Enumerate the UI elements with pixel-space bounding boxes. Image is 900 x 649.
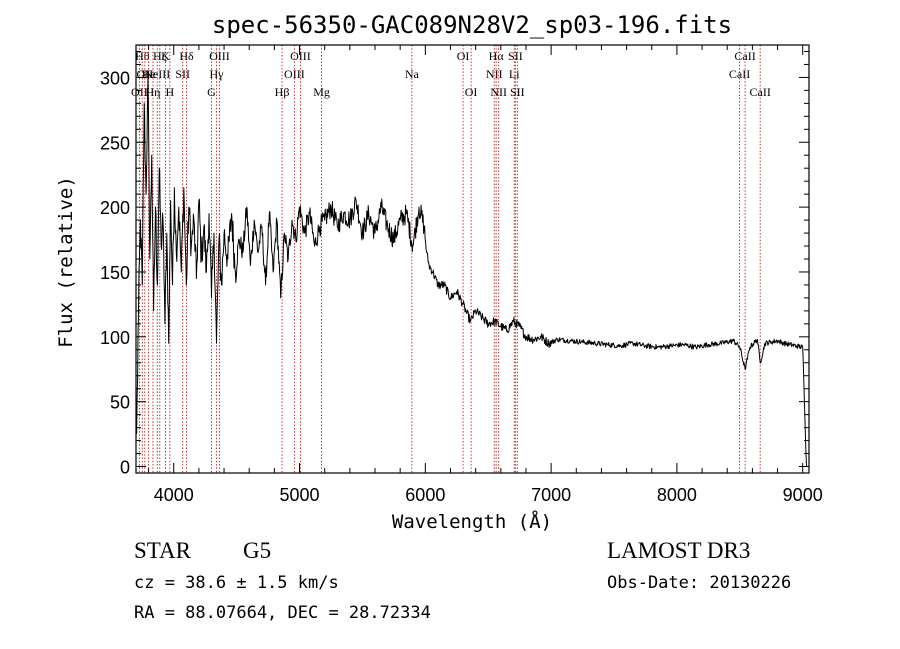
line-marker-label: Hα	[489, 49, 505, 63]
line-marker-label: H	[166, 85, 175, 99]
line-marker-label: Hβ	[275, 85, 290, 99]
y-tick-label: 150	[100, 263, 130, 283]
line-marker-label: NII	[490, 85, 507, 99]
sky-coordinates: RA = 88.07664, DEC = 28.72334	[134, 603, 431, 623]
axis-ticks: 4000 5000 6000 7000 8000 9000 0 50 100 150 200 250 3…	[100, 45, 823, 505]
x-tick-label: 5000	[280, 485, 320, 505]
x-tick-label: 9000	[783, 485, 823, 505]
line-marker-label: G	[207, 85, 216, 99]
observation-date: Obs-Date: 20130226	[607, 573, 792, 593]
line-marker-label: CaII	[729, 67, 750, 81]
line-marker-label: Mg	[313, 85, 330, 99]
x-tick-label: 7000	[531, 485, 571, 505]
line-marker-label: Hγ	[210, 67, 225, 81]
line-marker-label: OIII	[209, 49, 230, 63]
line-marker-label: OI	[465, 85, 478, 99]
line-marker-label: NeIII	[144, 67, 170, 81]
y-tick-label: 250	[100, 133, 130, 153]
spectrum-line	[136, 76, 807, 467]
line-marker-label: SII	[508, 49, 523, 63]
y-tick-label: 100	[100, 328, 130, 348]
line-marker-label: Hθ	[135, 49, 150, 63]
line-marker-label: Hδ	[179, 49, 194, 63]
line-marker-label: Hζ	[153, 49, 167, 63]
survey-name: LAMOST DR3	[607, 538, 751, 563]
line-marker-label: SII	[175, 67, 190, 81]
line-marker-label: OI	[457, 49, 470, 63]
line-marker-label: OIII	[290, 49, 311, 63]
x-tick-label: 4000	[154, 485, 194, 505]
line-marker-group: OIIHθOIIHeHηNeIIIHζKHSIIHδGHγOIIIHβOIIIO…	[131, 45, 771, 473]
object-class: STAR	[134, 538, 191, 563]
x-tick-label: 8000	[657, 485, 697, 505]
line-marker-label: SII	[510, 85, 525, 99]
spectrum-chart: spec-56350-GAC089N28V2_sp03-196.fits OII…	[55, 11, 823, 533]
x-axis-label: Wavelength (Å)	[392, 510, 552, 533]
spectrum-series	[136, 76, 807, 467]
x-tick-label: 6000	[405, 485, 445, 505]
object-subclass: G5	[243, 538, 272, 563]
line-marker-label: OIII	[284, 67, 305, 81]
chart-title: spec-56350-GAC089N28V2_sp03-196.fits	[212, 11, 732, 39]
line-marker-label: Na	[405, 67, 420, 81]
line-marker-label: K	[161, 49, 170, 63]
line-marker-label: CaII	[734, 49, 755, 63]
line-marker-label: Li	[509, 67, 520, 81]
y-tick-label: 0	[120, 458, 130, 478]
y-tick-label: 300	[100, 68, 130, 88]
y-tick-label: 200	[100, 198, 130, 218]
redshift-velocity: cz = 38.6 ± 1.5 km/s	[134, 573, 339, 593]
y-axis-label: Flux (relative)	[55, 176, 77, 348]
line-marker-label: NII	[486, 67, 503, 81]
line-marker-label: OII	[131, 85, 148, 99]
line-marker-label: Hη	[146, 85, 161, 99]
line-marker-label: CaII	[750, 85, 771, 99]
y-tick-label: 50	[110, 393, 130, 413]
